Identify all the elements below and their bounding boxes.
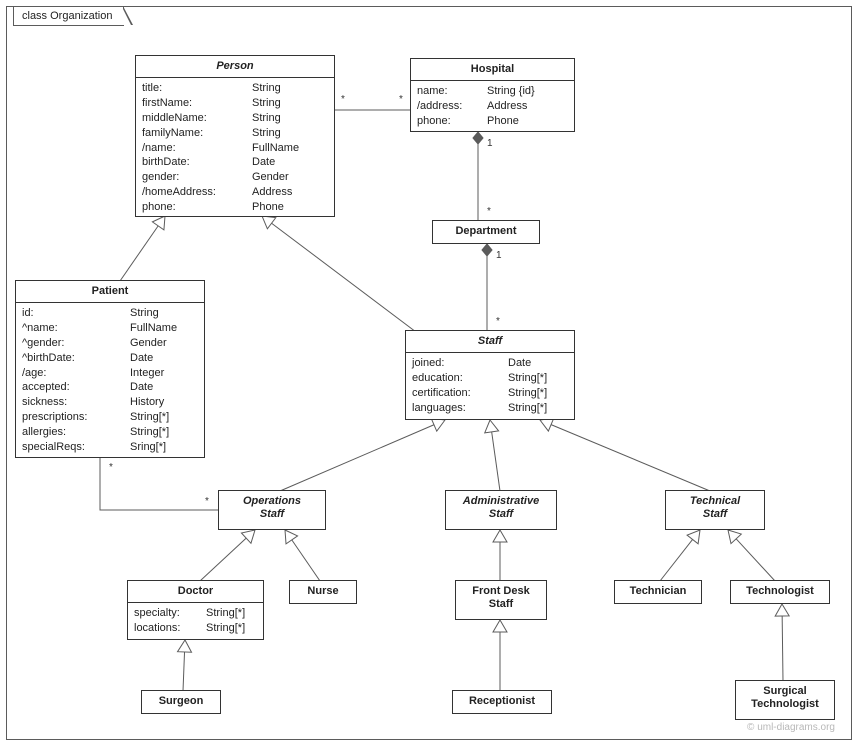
attr-row: education:String[*] (412, 371, 568, 386)
class-techstaff: Technical Staff (665, 490, 765, 530)
class-department: Department (432, 220, 540, 244)
attr-row: ^name:FullName (22, 321, 198, 336)
multiplicity-label: * (204, 496, 210, 507)
attr-row: specialty:String[*] (134, 606, 257, 621)
attr-row: joined:Date (412, 356, 568, 371)
class-attrs: id:String^name:FullName^gender:Gender^bi… (16, 303, 204, 458)
attr-row: middleName:String (142, 111, 328, 126)
attr-row: specialReqs:Sring[*] (22, 440, 198, 455)
class-name: Technical Staff (666, 491, 764, 525)
class-doctor: Doctorspecialty:String[*]locations:Strin… (127, 580, 264, 640)
diagram-canvas: class Organization © uml-diagrams.org Pe… (0, 0, 860, 747)
attr-row: locations:String[*] (134, 621, 257, 636)
class-name: Person (136, 56, 334, 78)
attr-row: /age:Integer (22, 366, 198, 381)
class-name: Nurse (290, 581, 356, 602)
class-receptionist: Receptionist (452, 690, 552, 714)
class-name: Receptionist (453, 691, 551, 712)
class-name: Technologist (731, 581, 829, 602)
attr-row: familyName:String (142, 126, 328, 141)
attr-row: certification:String[*] (412, 386, 568, 401)
multiplicity-label: * (486, 206, 492, 217)
class-name: Patient (16, 281, 204, 303)
class-hospital: Hospitalname:String {id}/address:Address… (410, 58, 575, 132)
class-nurse: Nurse (289, 580, 357, 604)
class-name: Department (433, 221, 539, 242)
attr-row: prescriptions:String[*] (22, 410, 198, 425)
multiplicity-label: * (340, 94, 346, 105)
frame-title-tab: class Organization (13, 7, 124, 26)
watermark: © uml-diagrams.org (747, 722, 835, 733)
attr-row: /homeAddress:Address (142, 185, 328, 200)
class-name: Staff (406, 331, 574, 353)
class-surgtech: Surgical Technologist (735, 680, 835, 720)
class-person: Persontitle:StringfirstName:Stringmiddle… (135, 55, 335, 217)
attr-row: /address:Address (417, 99, 568, 114)
attr-row: ^gender:Gender (22, 336, 198, 351)
attr-row: title:String (142, 81, 328, 96)
attr-row: name:String {id} (417, 84, 568, 99)
attr-row: id:String (22, 306, 198, 321)
multiplicity-label: * (108, 462, 114, 473)
attr-row: allergies:String[*] (22, 425, 198, 440)
attr-row: accepted:Date (22, 380, 198, 395)
attr-row: birthDate:Date (142, 155, 328, 170)
class-attrs: specialty:String[*]locations:String[*] (128, 603, 263, 640)
multiplicity-label: * (495, 316, 501, 327)
frame-title: class Organization (22, 10, 113, 22)
attr-row: phone:Phone (142, 200, 328, 215)
class-name: Front Desk Staff (456, 581, 546, 615)
class-name: Technician (615, 581, 701, 602)
attr-row: languages:String[*] (412, 401, 568, 416)
multiplicity-label: 1 (495, 250, 503, 261)
attr-row: sickness:History (22, 395, 198, 410)
attr-row: firstName:String (142, 96, 328, 111)
class-opsstaff: Operations Staff (218, 490, 326, 530)
class-attrs: joined:Dateeducation:String[*]certificat… (406, 353, 574, 419)
class-surgeon: Surgeon (141, 690, 221, 714)
attr-row: /name:FullName (142, 141, 328, 156)
class-attrs: title:StringfirstName:StringmiddleName:S… (136, 78, 334, 219)
attr-row: gender:Gender (142, 170, 328, 185)
multiplicity-label: 1 (486, 138, 494, 149)
attr-row: phone:Phone (417, 114, 568, 129)
class-adminstaff: Administrative Staff (445, 490, 557, 530)
class-staff: Staffjoined:Dateeducation:String[*]certi… (405, 330, 575, 420)
class-attrs: name:String {id}/address:Addressphone:Ph… (411, 81, 574, 133)
multiplicity-label: * (398, 94, 404, 105)
class-technologist: Technologist (730, 580, 830, 604)
class-name: Surgical Technologist (736, 681, 834, 715)
class-technician: Technician (614, 580, 702, 604)
class-name: Hospital (411, 59, 574, 81)
class-name: Administrative Staff (446, 491, 556, 525)
class-frontdesk: Front Desk Staff (455, 580, 547, 620)
class-name: Surgeon (142, 691, 220, 712)
attr-row: ^birthDate:Date (22, 351, 198, 366)
class-name: Operations Staff (219, 491, 325, 525)
class-patient: Patientid:String^name:FullName^gender:Ge… (15, 280, 205, 458)
class-name: Doctor (128, 581, 263, 603)
